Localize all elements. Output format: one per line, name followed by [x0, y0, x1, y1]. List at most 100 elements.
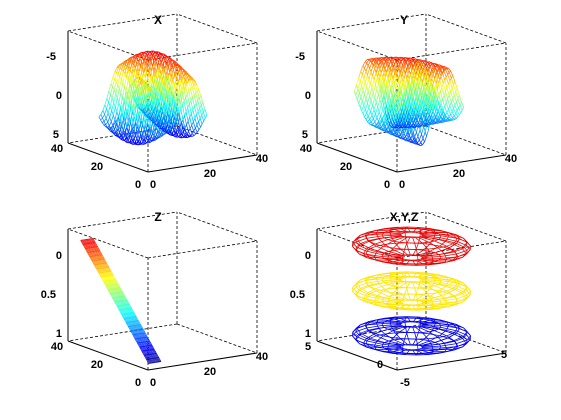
mesh-segment: [388, 262, 394, 265]
mesh-segment: [424, 131, 427, 137]
mesh-segment: [418, 117, 421, 124]
mesh-segment: [105, 126, 108, 128]
mesh-segment: [128, 68, 131, 72]
mesh-segment: [136, 104, 140, 109]
mesh-segment: [418, 250, 431, 256]
mesh-segment: [453, 95, 457, 103]
mesh-segment: [402, 60, 405, 66]
mesh-segment: [381, 120, 384, 125]
mesh-segment: [190, 113, 194, 122]
mesh-segment: [385, 77, 389, 87]
mesh-segment: [379, 120, 383, 125]
mesh-segment: [153, 349, 157, 354]
mesh-segment: [145, 350, 149, 355]
mesh-segment: [418, 78, 422, 87]
mesh-segment: [94, 251, 98, 256]
mesh-segment: [161, 128, 164, 132]
mesh-segment: [189, 125, 193, 129]
mesh-segment: [133, 321, 137, 326]
mesh-segment: [127, 317, 131, 322]
mesh-segment: [100, 254, 104, 260]
mesh-segment: [132, 321, 136, 326]
mesh-segment: [412, 88, 416, 98]
mesh-segment: [139, 346, 143, 352]
mesh-segment: [129, 317, 133, 322]
mesh-segment: [167, 71, 171, 81]
mesh-segment: [403, 127, 407, 134]
mesh-segment: [115, 301, 119, 306]
mesh-segment: [170, 60, 174, 68]
mesh-segment: [154, 109, 158, 117]
mesh-segment: [387, 253, 390, 260]
mesh-segment: [409, 120, 413, 126]
mesh-segment: [153, 136, 157, 141]
mesh-segment: [199, 105, 202, 109]
mesh-segment: [415, 113, 418, 120]
mesh-segment: [369, 62, 373, 69]
mesh-segment: [441, 83, 444, 88]
mesh-segment: [176, 129, 180, 136]
mesh-segment: [111, 284, 115, 289]
mesh-segment: [107, 267, 111, 272]
mesh-segment: [437, 79, 440, 84]
mesh-segment: [180, 95, 184, 103]
mesh-segment: [129, 57, 132, 60]
mesh-segment: [141, 346, 145, 352]
mesh-segment: [392, 94, 395, 100]
mesh-segment: [192, 106, 195, 111]
mesh-segment: [143, 346, 147, 351]
mesh-segment: [385, 111, 389, 119]
mesh-segment: [364, 109, 368, 114]
mesh-segment: [176, 86, 180, 99]
mesh-segment: [383, 123, 386, 128]
mesh-segment: [373, 124, 377, 127]
mesh-segment: [463, 246, 468, 251]
mesh-segment: [456, 101, 459, 109]
mesh-segment: [182, 115, 185, 120]
mesh-segment: [410, 68, 414, 75]
mesh-segment: [154, 52, 158, 58]
mesh-segment: [140, 324, 144, 329]
mesh-segment: [378, 228, 385, 231]
mesh-segment: [125, 140, 129, 143]
mesh-segment: [396, 124, 400, 129]
mesh-segment: [142, 328, 146, 333]
mesh-segment: [359, 101, 363, 108]
mesh-segment: [165, 114, 169, 125]
mesh-segment: [105, 276, 109, 281]
mesh-segment: [367, 116, 371, 120]
mesh-segment: [102, 114, 105, 119]
mesh-segment: [154, 119, 158, 123]
mesh-segment: [194, 124, 198, 129]
mesh-segment: [130, 94, 134, 107]
mesh-segment: [393, 262, 400, 265]
mesh-segment: [140, 67, 143, 77]
mesh-segment: [191, 130, 195, 134]
mesh-segment: [131, 74, 135, 82]
mesh-segment: [83, 239, 87, 245]
mesh-segment: [359, 74, 363, 82]
mesh-segment: [191, 86, 195, 95]
mesh-segment: [152, 129, 155, 134]
mesh-segment: [201, 120, 205, 125]
mesh-segment: [450, 114, 454, 119]
box-edge: [176, 211, 258, 242]
mesh-segment: [369, 115, 373, 120]
mesh-segment: [177, 112, 181, 118]
mesh-segment: [402, 83, 405, 94]
mesh-segment: [175, 126, 179, 134]
mesh-segment: [404, 74, 408, 84]
mesh-segment: [415, 249, 424, 251]
mesh-segment: [204, 109, 208, 116]
mesh-segment: [408, 130, 412, 137]
mesh-segment: [125, 313, 129, 318]
mesh-segment: [438, 262, 445, 265]
mesh-segment: [446, 240, 457, 244]
y-axis-line: [67, 142, 149, 173]
mesh-segment: [123, 318, 127, 323]
mesh-segment: [364, 63, 368, 69]
mesh-segment: [445, 74, 449, 78]
mesh-segment: [422, 131, 426, 139]
mesh-segment: [182, 101, 185, 106]
